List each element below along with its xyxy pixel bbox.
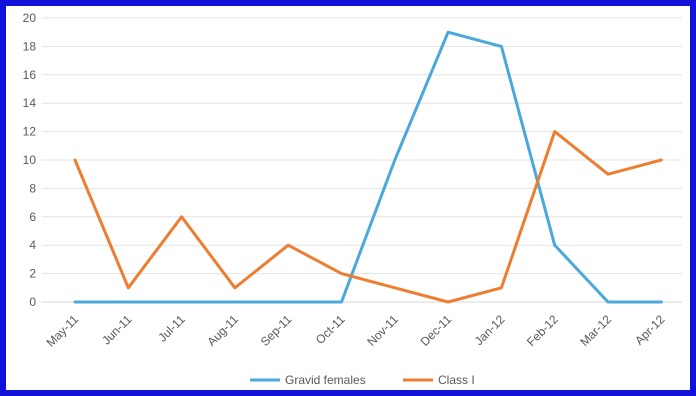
- x-tick-label: Jun-11: [99, 312, 134, 347]
- x-tick-label: Aug-11: [204, 312, 241, 349]
- y-tick-label: 12: [23, 125, 37, 139]
- y-tick-label: 16: [23, 68, 37, 82]
- y-tick-label: 6: [29, 210, 36, 224]
- x-tick-label: Jul-11: [155, 312, 188, 345]
- y-tick-label: 10: [23, 153, 37, 167]
- legend-label: Gravid females: [285, 373, 366, 387]
- x-tick-label: Jan-12: [472, 312, 508, 348]
- series-line-1: [73, 130, 663, 304]
- series-lines: [73, 30, 663, 304]
- y-tick-label: 14: [23, 96, 37, 110]
- y-axis: 0 2 4 6 8 10 12 14 16 18 20: [23, 11, 37, 309]
- y-tick-label: 8: [29, 181, 36, 195]
- x-tick-label: Sep-11: [258, 312, 295, 349]
- legend-label: Class I: [438, 373, 475, 387]
- y-tick-label: 0: [29, 295, 36, 309]
- gridlines: [42, 17, 682, 303]
- x-axis: May-11 Jun-11 Jul-11 Aug-11 Sep-11 Oct-11 Nov-…: [44, 312, 668, 350]
- series-line-0: [73, 30, 663, 304]
- y-tick-label: 18: [23, 39, 37, 53]
- y-tick-label: 2: [29, 267, 36, 281]
- x-tick-label: Feb-12: [524, 312, 561, 349]
- legend: Gravid females Class I: [250, 373, 475, 387]
- x-tick-label: Dec-11: [418, 312, 455, 349]
- x-tick-label: Apr-12: [632, 312, 668, 348]
- x-tick-label: Mar-12: [577, 312, 614, 349]
- y-tick-label: 20: [23, 11, 37, 25]
- x-tick-label: Oct-11: [313, 312, 348, 347]
- x-tick-label: Nov-11: [364, 312, 401, 349]
- x-tick-label: May-11: [44, 312, 82, 350]
- y-tick-label: 4: [29, 238, 36, 252]
